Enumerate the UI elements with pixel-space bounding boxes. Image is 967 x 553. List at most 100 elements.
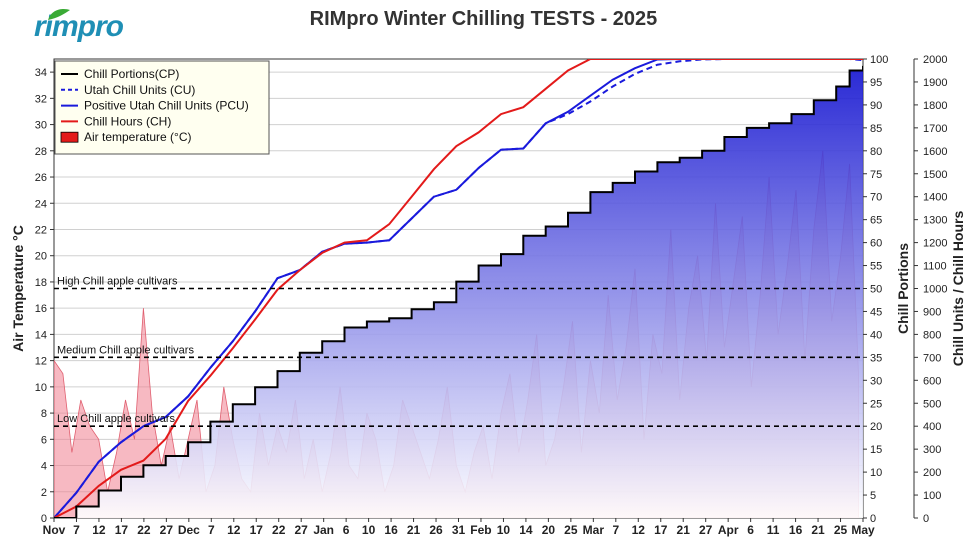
x-tick-label: 17 (654, 523, 668, 537)
y-right1-tick-label: 90 (870, 100, 882, 112)
y-right2-tick-label: 400 (923, 421, 941, 433)
y-right2-tick-label: 1100 (923, 261, 947, 273)
y-right2-tick-label: 100 (923, 490, 941, 502)
y-right2-tick-label: 0 (923, 513, 929, 525)
y-right2-tick-label: 1700 (923, 123, 947, 135)
y-right1-tick-label: 100 (870, 54, 888, 66)
x-tick-label: 27 (699, 523, 713, 537)
y-right2-tick-label: 1900 (923, 77, 947, 89)
y-right1-tick-label: 55 (870, 261, 882, 273)
chill-portions-fill (54, 65, 863, 518)
y-right1-tick-label: 65 (870, 215, 882, 227)
y-left-tick-label: 34 (35, 67, 47, 79)
legend: Chill Portions(CP) Utah Chill Units (CU) P… (54, 60, 270, 155)
y-left-tick-label: 12 (35, 356, 47, 368)
y-right2-tick-label: 900 (923, 306, 941, 318)
x-tick-label: Nov (43, 523, 66, 537)
y-right2-tick-label: 1400 (923, 192, 947, 204)
y-right1-tick-label: 35 (870, 352, 882, 364)
x-tick-label: 22 (272, 523, 286, 537)
y-left-tick-label: 26 (35, 172, 47, 184)
x-tick-label: Feb (470, 523, 491, 537)
y-left-tick-label: 18 (35, 277, 47, 289)
series-line (54, 59, 863, 518)
y-right1-tick-label: 50 (870, 284, 882, 296)
x-tick-label: 25 (564, 523, 578, 537)
y-right2-tick-label: 1200 (923, 238, 947, 250)
y-right1-tick-label: 70 (870, 192, 882, 204)
x-tick-label: 10 (497, 523, 511, 537)
x-tick-label: 26 (429, 523, 443, 537)
y-left-tick-label: 4 (41, 461, 47, 473)
y-right2-tick-label: 1500 (923, 169, 947, 181)
x-tick-label: 14 (519, 523, 533, 537)
y-right2-axis-label: Chill Units / Chill Hours (950, 211, 966, 367)
x-tick-label: 25 (834, 523, 848, 537)
y-right1-tick-label: 75 (870, 169, 882, 181)
y-left-tick-label: 8 (41, 408, 47, 420)
x-tick-label: 17 (250, 523, 264, 537)
x-tick-label: 6 (747, 523, 754, 537)
legend-label: Air temperature (°C) (84, 130, 192, 144)
legend-label: Positive Utah Chill Units (PCU) (84, 99, 249, 113)
x-tick-label: Dec (178, 523, 200, 537)
y-right1-tick-label: 10 (870, 467, 882, 479)
x-tick-label: 7 (612, 523, 619, 537)
y-right2-tick-label: 300 (923, 444, 941, 456)
series-lines (54, 59, 863, 518)
y-left-tick-label: 16 (35, 303, 47, 315)
y-right1-tick-label: 15 (870, 444, 882, 456)
x-tick-label: 16 (789, 523, 803, 537)
x-tick-label: 10 (362, 523, 376, 537)
y-left-tick-label: 2 (41, 487, 47, 499)
y-right2-tick-label: 200 (923, 467, 941, 479)
x-tick-label: 20 (542, 523, 556, 537)
x-tick-label: 12 (632, 523, 646, 537)
axes: 0246810121416182022242628303234051015202… (10, 54, 966, 537)
x-tick-label: 31 (452, 523, 466, 537)
y-right1-tick-label: 0 (870, 513, 876, 525)
x-tick-label: 27 (160, 523, 174, 537)
x-tick-label: 27 (295, 523, 309, 537)
y-left-tick-label: 0 (41, 513, 47, 525)
x-tick-label: May (851, 523, 875, 537)
y-right1-tick-label: 95 (870, 77, 882, 89)
legend-box (54, 60, 270, 155)
y-right2-tick-label: 1600 (923, 146, 947, 158)
y-left-tick-label: 14 (35, 329, 47, 341)
reference-label: Medium Chill apple cultivars (57, 344, 194, 356)
y-right1-tick-label: 40 (870, 329, 882, 341)
y-right2-tick-label: 600 (923, 375, 941, 387)
y-left-tick-label: 22 (35, 224, 47, 236)
legend-label: Chill Portions(CP) (84, 67, 179, 81)
x-tick-label: 22 (137, 523, 151, 537)
y-right1-tick-label: 80 (870, 146, 882, 158)
y-right2-tick-label: 700 (923, 352, 941, 364)
reference-lines: High Chill apple cultivars Medium Chill a… (54, 276, 863, 428)
x-tick-label: 7 (73, 523, 80, 537)
x-tick-label: Apr (718, 523, 739, 537)
chill-portions-area (54, 65, 863, 518)
x-tick-label: 17 (115, 523, 129, 537)
y-left-tick-label: 28 (35, 146, 47, 158)
legend-swatch (60, 131, 79, 143)
rimpro-logo: rimpro (34, 10, 124, 43)
y-right2-tick-label: 500 (923, 398, 941, 410)
x-tick-label: 7 (208, 523, 215, 537)
x-tick-label: 11 (767, 523, 780, 537)
y-left-tick-label: 32 (35, 93, 47, 105)
x-tick-label: 12 (92, 523, 106, 537)
y-right1-tick-label: 30 (870, 375, 882, 387)
x-tick-label: 21 (677, 523, 691, 537)
y-right2-tick-label: 1800 (923, 100, 947, 112)
series-line (54, 59, 863, 518)
y-right2-tick-label: 1000 (923, 284, 947, 296)
leaf-icon (48, 9, 70, 20)
y-left-tick-label: 10 (35, 382, 47, 394)
x-tick-label: 6 (343, 523, 350, 537)
reference-label: Low Chill apple cultivars (57, 413, 175, 425)
x-tick-label: 21 (811, 523, 825, 537)
x-tick-label: 12 (227, 523, 241, 537)
y-right1-tick-label: 25 (870, 398, 882, 410)
